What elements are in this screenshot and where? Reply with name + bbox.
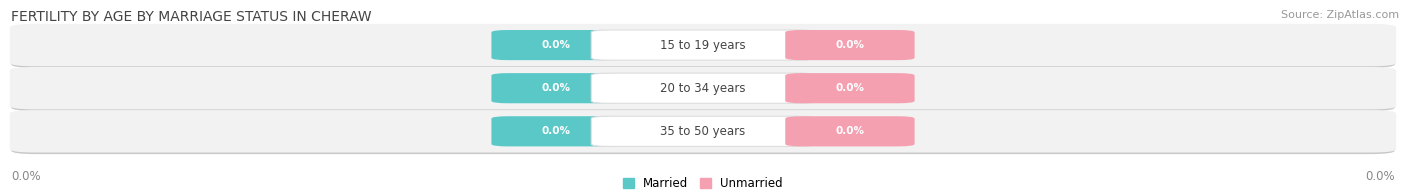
Text: FERTILITY BY AGE BY MARRIAGE STATUS IN CHERAW: FERTILITY BY AGE BY MARRIAGE STATUS IN C… bbox=[11, 10, 371, 24]
FancyBboxPatch shape bbox=[11, 112, 1395, 154]
Text: 35 to 50 years: 35 to 50 years bbox=[661, 125, 745, 138]
Text: 0.0%: 0.0% bbox=[835, 126, 865, 136]
Text: 0.0%: 0.0% bbox=[541, 126, 571, 136]
Text: 0.0%: 0.0% bbox=[541, 83, 571, 93]
Text: Source: ZipAtlas.com: Source: ZipAtlas.com bbox=[1281, 10, 1399, 20]
Text: 0.0%: 0.0% bbox=[11, 170, 41, 183]
FancyBboxPatch shape bbox=[11, 25, 1395, 68]
FancyBboxPatch shape bbox=[591, 116, 815, 146]
FancyBboxPatch shape bbox=[10, 67, 1396, 109]
FancyBboxPatch shape bbox=[591, 30, 815, 60]
Text: 0.0%: 0.0% bbox=[1365, 170, 1395, 183]
FancyBboxPatch shape bbox=[10, 110, 1396, 152]
FancyBboxPatch shape bbox=[785, 30, 914, 60]
Text: 0.0%: 0.0% bbox=[835, 40, 865, 50]
FancyBboxPatch shape bbox=[492, 73, 621, 103]
FancyBboxPatch shape bbox=[492, 116, 621, 146]
Text: 0.0%: 0.0% bbox=[541, 40, 571, 50]
Text: 20 to 34 years: 20 to 34 years bbox=[661, 82, 745, 95]
Legend: Married, Unmarried: Married, Unmarried bbox=[623, 177, 783, 190]
FancyBboxPatch shape bbox=[10, 24, 1396, 66]
FancyBboxPatch shape bbox=[591, 73, 815, 103]
FancyBboxPatch shape bbox=[11, 69, 1395, 111]
Text: 0.0%: 0.0% bbox=[835, 83, 865, 93]
FancyBboxPatch shape bbox=[785, 116, 914, 146]
FancyBboxPatch shape bbox=[785, 73, 914, 103]
FancyBboxPatch shape bbox=[492, 30, 621, 60]
Text: 15 to 19 years: 15 to 19 years bbox=[661, 39, 745, 52]
